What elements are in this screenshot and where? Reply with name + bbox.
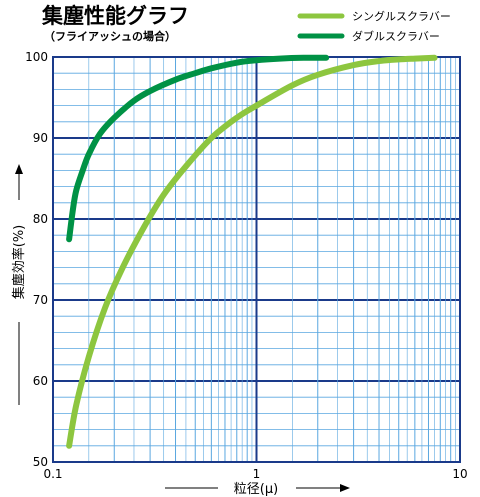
y-tick-label: 100	[25, 50, 48, 64]
series-layer	[66, 54, 438, 449]
y-tick-label: 70	[33, 293, 48, 307]
x-axis-arrow-icon	[340, 484, 350, 492]
chart-subtitle: （フライアッシュの場合）	[44, 29, 176, 43]
y-axis-label-group: 集塵効率(%)	[11, 164, 27, 405]
grid	[52, 56, 460, 463]
x-tick-label: 1	[253, 467, 261, 481]
series-line-1	[66, 54, 438, 449]
legend-label-1: シングルスクラバー	[352, 9, 451, 23]
plot-frame	[52, 56, 461, 463]
y-tick-label: 90	[33, 131, 48, 145]
y-tick-label: 60	[33, 374, 48, 388]
x-tick-label: 10	[452, 467, 467, 481]
y-tick-label: 80	[33, 212, 48, 226]
y-axis-label: 集塵効率(%)	[11, 225, 27, 300]
x-axis-label: 粒径(μ)	[234, 482, 278, 497]
tick-labels: 50 60 70 80 90 100 0.1 1 10	[25, 50, 468, 481]
y-axis-arrow-icon	[15, 164, 23, 174]
series-line-2	[66, 54, 330, 243]
x-axis-label-group: 粒径(μ)	[165, 482, 350, 497]
x-tick-label: 0.1	[43, 467, 62, 481]
legend-label-2: ダブルスクラバー	[352, 29, 440, 43]
chart-title: 集塵性能グラフ	[41, 4, 189, 28]
y-tick-label: 50	[33, 455, 48, 469]
